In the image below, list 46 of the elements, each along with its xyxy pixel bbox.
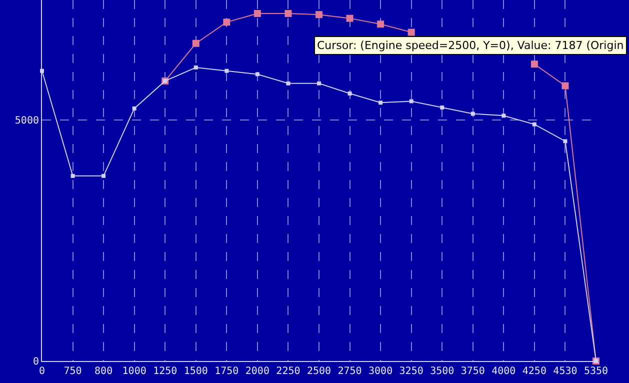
point [530, 60, 538, 68]
x-tick-label: 3250 [399, 366, 424, 377]
annotation: Cursor: (Engine speed=2500, Y=0), Value: 7187 (Origin [317, 39, 624, 52]
x-tick-label: 4000 [492, 366, 516, 377]
point [224, 68, 229, 73]
point [132, 106, 136, 110]
point [409, 99, 414, 104]
point [192, 40, 200, 47]
point [284, 10, 292, 17]
point [70, 174, 75, 178]
point [563, 139, 568, 144]
point [408, 28, 415, 36]
x-tick-label: 2500 [306, 366, 332, 377]
point [532, 122, 536, 126]
point [102, 174, 106, 178]
point [562, 82, 569, 90]
x-tick-label: 3500 [430, 366, 454, 377]
point [194, 65, 198, 70]
point [502, 114, 506, 118]
x-tick-label: 4250 [522, 366, 546, 377]
point [254, 10, 261, 17]
x-tick-label: 1250 [153, 366, 178, 377]
point [440, 105, 444, 110]
point [378, 100, 383, 105]
x-tick-label: 1500 [184, 366, 208, 377]
point [377, 20, 384, 28]
x-tick-label: 800 [94, 366, 113, 377]
y-tick-label: 5000 [14, 116, 39, 127]
x-tick-label: 2750 [338, 366, 362, 377]
x-tick-label: 3000 [368, 366, 393, 377]
point [316, 11, 322, 18]
x-tick-label: 2000 [245, 366, 270, 377]
x-tick-label: 2250 [276, 366, 300, 377]
x-tick-label: 5350 [584, 366, 608, 377]
x-tick-label: 750 [64, 366, 82, 377]
x-tick-label: 1750 [214, 366, 239, 377]
point [348, 92, 352, 96]
point [223, 18, 230, 26]
x-tick-label: 4530 [553, 366, 578, 377]
x-tick-label: 3750 [460, 366, 485, 377]
point [255, 72, 260, 76]
point [346, 14, 354, 22]
point [317, 81, 321, 86]
x-tick-label: 1000 [122, 366, 146, 377]
point [286, 81, 290, 86]
point [470, 112, 475, 116]
